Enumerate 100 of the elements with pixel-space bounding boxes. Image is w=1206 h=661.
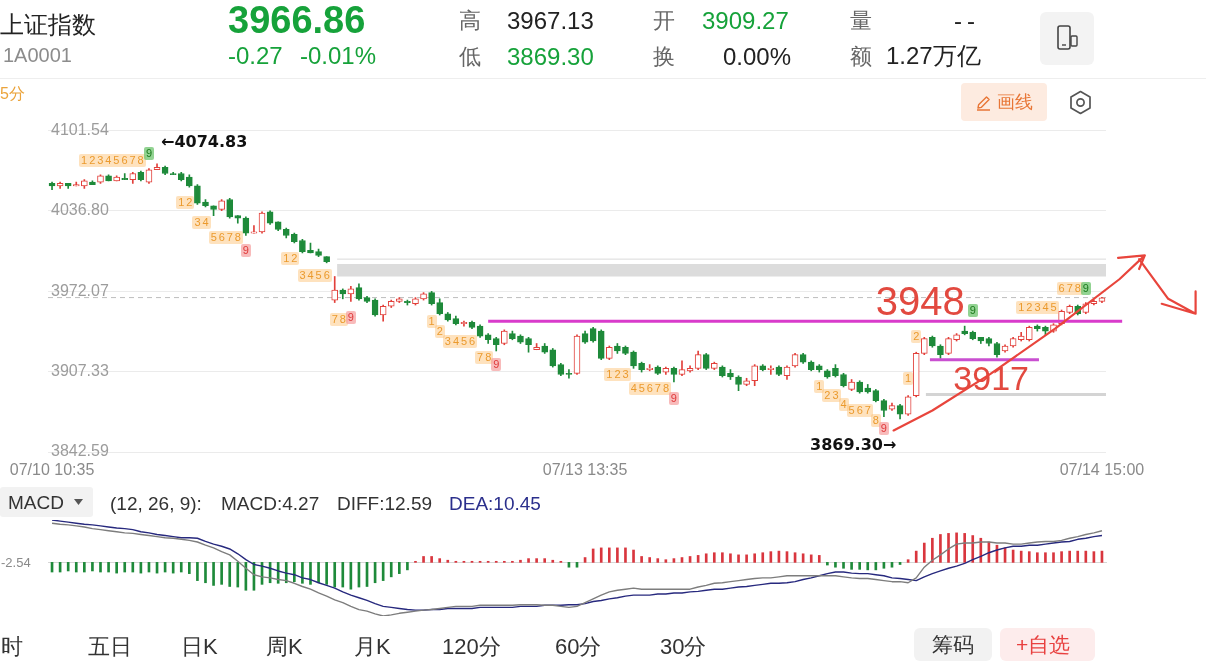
annotation: 9	[143, 147, 154, 160]
annotation: 123	[604, 367, 631, 381]
text: 画线	[997, 92, 1033, 112]
chart-title: MACD	[8, 492, 64, 513]
bar	[809, 554, 813, 563]
bar	[83, 562, 86, 573]
annotation: 9	[878, 421, 889, 435]
bar	[333, 562, 337, 588]
bar	[607, 547, 611, 563]
text: DIFF:12.59	[337, 493, 433, 514]
bar	[1076, 550, 1080, 563]
bar	[955, 532, 958, 563]
text: -2.54	[1, 555, 31, 570]
indicator-dropdown: MACD	[0, 487, 93, 517]
bar	[123, 562, 127, 573]
bar	[648, 557, 652, 563]
bar	[212, 562, 215, 586]
annotation: 78	[475, 350, 494, 364]
bar	[866, 562, 870, 571]
text: 月K	[354, 634, 391, 659]
bar	[309, 562, 312, 585]
bar	[527, 558, 530, 563]
text: 高	[459, 8, 481, 33]
text: --	[954, 7, 980, 34]
text: 3869.30	[507, 43, 594, 70]
bar	[1019, 550, 1023, 563]
bar	[632, 549, 635, 563]
bar	[947, 533, 950, 563]
bar	[1036, 552, 1039, 563]
bar	[826, 562, 829, 566]
annotation: 1	[426, 315, 437, 329]
annotation: 12345678	[79, 154, 146, 168]
text: 120分	[442, 634, 501, 659]
bar	[914, 550, 918, 563]
candlestick	[250, 225, 258, 234]
bar	[430, 556, 433, 563]
annotation: 12	[176, 195, 195, 209]
bar	[704, 553, 708, 563]
x-tick-label: 07/13 13:35	[542, 461, 628, 479]
annotation: ←4074.83	[161, 131, 248, 151]
bar	[446, 559, 450, 563]
bar	[196, 562, 199, 581]
y-tick-label: 4101.54	[51, 121, 109, 139]
bar	[236, 562, 240, 588]
bar	[963, 533, 966, 563]
annotation: 9	[491, 357, 502, 371]
bar	[341, 562, 345, 588]
bar	[204, 562, 207, 584]
annotation: 9	[240, 244, 251, 258]
annotation: 9	[967, 304, 978, 318]
y-tick-label: 3972.07	[51, 281, 109, 299]
x-tick-label: 07/14 15:00	[1059, 461, 1145, 479]
bar	[850, 562, 853, 570]
annotation: 23	[822, 389, 841, 403]
annotation: 3456	[297, 268, 332, 282]
bar	[842, 562, 845, 569]
text: -0.01%	[300, 42, 377, 69]
text: +自选	[1016, 633, 1071, 656]
bar	[753, 553, 757, 563]
text: 3967.13	[507, 7, 594, 34]
bar	[179, 562, 183, 573]
y-tick-label: 4036.80	[51, 201, 109, 219]
annotation: 12345	[1016, 300, 1059, 314]
annotation: 9	[668, 392, 679, 405]
bar	[188, 562, 191, 574]
bar	[817, 555, 821, 563]
bar	[1027, 551, 1031, 563]
text: 五日	[88, 634, 132, 659]
bar	[761, 552, 765, 563]
bar	[939, 534, 942, 563]
bar	[874, 562, 878, 571]
bar	[616, 547, 619, 563]
text: DEA:10.45	[449, 493, 541, 514]
text: 换	[653, 44, 675, 69]
bar	[317, 562, 320, 584]
bar	[1084, 550, 1088, 563]
bar	[171, 562, 175, 574]
annotation: 12	[281, 252, 300, 266]
y-tick-label: 3842.59	[51, 442, 109, 460]
annotation: 34	[192, 216, 211, 230]
bar	[131, 562, 135, 573]
text: 0.00%	[723, 43, 792, 70]
annotation: 78	[329, 312, 348, 326]
chart-title: 上证指数	[0, 11, 96, 38]
bar	[1068, 550, 1071, 563]
bar	[834, 562, 837, 568]
annotation: 3456	[442, 334, 478, 348]
bar	[99, 562, 102, 573]
bar	[301, 562, 304, 584]
text: 周K	[266, 634, 303, 659]
bar	[1052, 552, 1055, 563]
bar	[389, 562, 393, 578]
annotation: 45678	[628, 382, 671, 396]
bar	[922, 542, 926, 563]
bar	[519, 559, 522, 563]
bar	[858, 562, 861, 570]
text: (12, 26, 9):	[110, 493, 202, 514]
bar	[712, 552, 716, 563]
bar	[1044, 552, 1047, 563]
text: 低	[459, 44, 481, 69]
